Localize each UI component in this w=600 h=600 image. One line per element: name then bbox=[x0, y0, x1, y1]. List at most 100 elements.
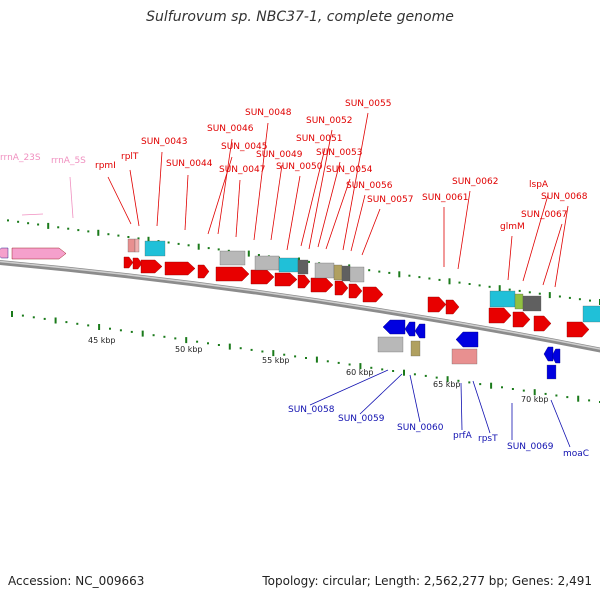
feature-label: rpmI bbox=[95, 161, 116, 171]
tick-upper bbox=[217, 248, 220, 251]
tick-upper bbox=[197, 243, 200, 250]
protein-box bbox=[489, 290, 516, 308]
tick-lower bbox=[196, 340, 199, 343]
backbone-highlight bbox=[0, 260, 600, 350]
tick-upper bbox=[187, 244, 190, 247]
tick-lower bbox=[424, 374, 427, 377]
protein-box bbox=[514, 293, 524, 310]
tick-upper bbox=[528, 291, 531, 294]
scale-label: 65 kbp bbox=[433, 380, 461, 389]
tick-lower bbox=[479, 383, 482, 386]
leader-line bbox=[542, 223, 563, 286]
cds-forward-arrow bbox=[488, 307, 512, 324]
tick-lower bbox=[566, 396, 569, 399]
leader-line bbox=[21, 213, 44, 216]
leader-line bbox=[325, 178, 351, 250]
tick-upper bbox=[388, 271, 391, 274]
tick-lower bbox=[555, 394, 558, 397]
feature-label: SUN_0057 bbox=[367, 195, 413, 205]
tick-lower bbox=[21, 314, 24, 317]
tick-upper bbox=[448, 278, 451, 285]
cds-reverse-arrow bbox=[543, 346, 554, 362]
cds-forward-arrow bbox=[533, 315, 552, 332]
cds-forward-arrow bbox=[164, 261, 196, 276]
tick-upper bbox=[498, 285, 501, 292]
cds-forward-arrow bbox=[250, 269, 275, 285]
map-title: Sulfurovum sp. NBC37-1, complete genome bbox=[146, 9, 454, 25]
feature-label: rrnA_5S bbox=[51, 156, 86, 166]
cds-reverse-arrow bbox=[551, 348, 561, 364]
feature-label: SUN_0048 bbox=[245, 108, 292, 118]
rrna-arrow bbox=[0, 247, 9, 259]
leader-line bbox=[270, 164, 283, 241]
feature-label: SUN_0045 bbox=[221, 142, 267, 152]
tick-lower bbox=[228, 343, 231, 350]
tick-lower bbox=[511, 388, 514, 390]
tick-upper bbox=[398, 271, 401, 278]
tick-upper bbox=[247, 250, 250, 257]
feature-label: SUN_0046 bbox=[207, 124, 254, 134]
feature-label: SUN_0055 bbox=[345, 99, 391, 109]
leader-line bbox=[361, 208, 381, 256]
tick-upper bbox=[117, 234, 120, 237]
tick-lower bbox=[119, 329, 122, 332]
leader-line bbox=[522, 194, 549, 282]
feature-label: SUN_0043 bbox=[141, 137, 187, 147]
tick-upper bbox=[558, 295, 561, 298]
leader-line bbox=[317, 161, 341, 248]
leader-line bbox=[457, 190, 471, 270]
tick-upper bbox=[478, 284, 481, 287]
tick-upper bbox=[538, 292, 541, 295]
protein-box bbox=[522, 295, 542, 312]
cds-forward-arrow bbox=[334, 280, 349, 296]
tick-lower bbox=[43, 317, 46, 320]
leader-line bbox=[207, 156, 233, 235]
tick-lower bbox=[261, 350, 264, 353]
leader-line bbox=[507, 235, 513, 281]
tick-lower bbox=[348, 363, 351, 366]
leader-line bbox=[129, 169, 140, 227]
leader-line bbox=[300, 147, 326, 247]
tick-lower bbox=[337, 361, 340, 364]
leader-line bbox=[308, 129, 333, 250]
feature-label: SUN_0053 bbox=[316, 148, 362, 158]
tick-upper bbox=[147, 236, 150, 243]
tick-upper bbox=[77, 229, 80, 232]
tick-lower bbox=[501, 386, 503, 389]
feature-label: SUN_0044 bbox=[166, 159, 213, 169]
tick-lower bbox=[392, 370, 395, 372]
cds-forward-arrow bbox=[348, 283, 363, 299]
tick-lower bbox=[381, 368, 384, 371]
tick-lower bbox=[32, 316, 35, 319]
tick-lower bbox=[163, 335, 166, 338]
protein-box bbox=[377, 336, 404, 353]
cds-forward-arrow bbox=[362, 286, 384, 303]
tick-lower bbox=[54, 317, 57, 324]
tick-upper bbox=[127, 236, 130, 238]
tick-upper bbox=[408, 274, 411, 277]
cds-forward-arrow bbox=[512, 311, 531, 328]
tick-lower bbox=[294, 355, 297, 358]
leader-line bbox=[156, 151, 163, 227]
leader-line bbox=[350, 194, 366, 252]
tick-lower bbox=[11, 311, 13, 317]
leader-line bbox=[235, 179, 241, 238]
feature-label: prfA bbox=[453, 431, 473, 441]
scale-labels: 45 kbp 50 kbp 55 kbp 60 kbp 65 kbp 70 kbp bbox=[88, 336, 549, 404]
tick-lower bbox=[305, 357, 307, 359]
protein-box bbox=[254, 255, 280, 271]
tick-lower bbox=[272, 350, 275, 357]
tick-upper bbox=[167, 241, 170, 244]
scale-label: 70 kbp bbox=[521, 395, 549, 404]
tick-upper bbox=[177, 242, 180, 245]
tick-lower bbox=[250, 348, 253, 351]
tick-upper bbox=[137, 237, 140, 240]
tick-lower bbox=[370, 366, 373, 369]
tick-lower bbox=[152, 334, 155, 337]
tick-upper bbox=[458, 281, 461, 284]
leader-line bbox=[342, 112, 369, 251]
leader-line bbox=[472, 380, 491, 434]
tick-lower bbox=[588, 399, 591, 402]
